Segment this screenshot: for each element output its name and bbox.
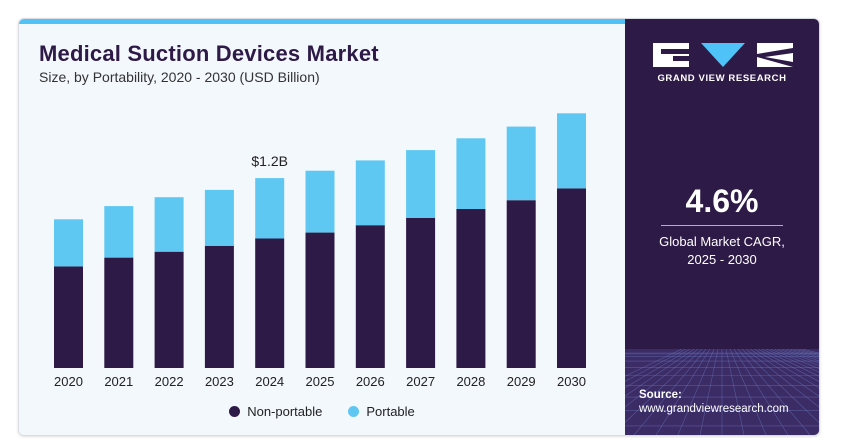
- bar-portable-2025: [305, 170, 335, 233]
- legend-swatch-portable: [348, 405, 360, 417]
- x-tick-label-2023: 2023: [205, 374, 234, 389]
- decorative-grid-art: [625, 349, 819, 435]
- bar-portable-2024: [255, 178, 285, 239]
- legend-swatch-non-portable: [229, 405, 241, 417]
- x-tick-label-2022: 2022: [155, 374, 184, 389]
- bar-portable-2030: [557, 113, 586, 189]
- bar-non-portable-2022: [154, 251, 184, 368]
- x-tick-label-2024: 2024: [255, 374, 284, 389]
- legend-item-portable: Portable: [348, 403, 415, 419]
- chart-panel: Medical Suction Devices Market Size, by …: [19, 19, 625, 435]
- summary-sidebar: GRAND VIEW RESEARCH 4.6% Global Market C…: [625, 19, 819, 435]
- x-tick-label-2028: 2028: [456, 374, 485, 389]
- cagr-label-line1: Global Market CAGR,: [659, 234, 785, 249]
- bar-non-portable-2028: [456, 209, 486, 368]
- bar-portable-2021: [104, 206, 134, 258]
- chart-subtitle: Size, by Portability, 2020 - 2030 (USD B…: [39, 69, 320, 85]
- bar-portable-2029: [506, 126, 536, 201]
- bar-portable-2020: [54, 219, 83, 267]
- legend-item-non-portable: Non-portable: [229, 404, 322, 419]
- bar-non-portable-2029: [506, 200, 536, 368]
- stacked-bar-chart: 2020 2021 2022 2023 2024 2025 2026 2027 2028 2029…: [54, 113, 586, 389]
- x-tick-label-2030: 2030: [557, 374, 586, 389]
- x-tick-label-2020: 2020: [54, 374, 83, 389]
- bar-portable-2026: [355, 160, 385, 226]
- source-link[interactable]: www.grandviewresearch.com: [639, 403, 789, 415]
- accent-strip: [19, 19, 625, 24]
- bar-non-portable-2027: [406, 217, 436, 368]
- x-tick-label-2025: 2025: [306, 374, 335, 389]
- bar-non-portable-2030: [557, 188, 586, 368]
- bar-non-portable-2020: [54, 266, 83, 368]
- cagr-label: Global Market CAGR, 2025 - 2030: [625, 233, 819, 269]
- bar-portable-2023: [204, 189, 234, 246]
- chart-title: Medical Suction Devices Market: [39, 41, 379, 66]
- source-block: Source: www.grandviewresearch.com: [639, 389, 789, 415]
- source-label: Source:: [639, 389, 682, 401]
- bar-portable-2027: [406, 150, 436, 218]
- cagr-label-line2: 2025 - 2030: [687, 252, 757, 267]
- x-tick-label-2027: 2027: [406, 374, 435, 389]
- bar-non-portable-2024: [255, 238, 285, 368]
- bar-portable-2022: [154, 197, 184, 252]
- legend-label-non-portable: Non-portable: [247, 403, 323, 419]
- gvr-logo-icon: [653, 43, 793, 67]
- chart-legend: Non-portable Portable: [19, 401, 625, 421]
- infographic-card: Medical Suction Devices Market Size, by …: [18, 18, 820, 436]
- bar-non-portable-2026: [355, 225, 385, 368]
- x-tick-label-2029: 2029: [507, 374, 536, 389]
- bar-portable-2028: [456, 138, 486, 209]
- legend-label-portable: Portable: [366, 403, 415, 419]
- bar-non-portable-2021: [104, 257, 134, 368]
- data-label-2024: $1.2B: [251, 153, 288, 169]
- cagr-value: 4.6%: [685, 183, 759, 219]
- bar-non-portable-2023: [204, 245, 234, 368]
- x-tick-label-2026: 2026: [356, 374, 385, 389]
- brand-name: GRAND VIEW RESEARCH: [657, 73, 787, 84]
- x-tick-label-2021: 2021: [104, 374, 133, 389]
- cagr-divider: [661, 225, 783, 226]
- bar-non-portable-2025: [305, 232, 335, 368]
